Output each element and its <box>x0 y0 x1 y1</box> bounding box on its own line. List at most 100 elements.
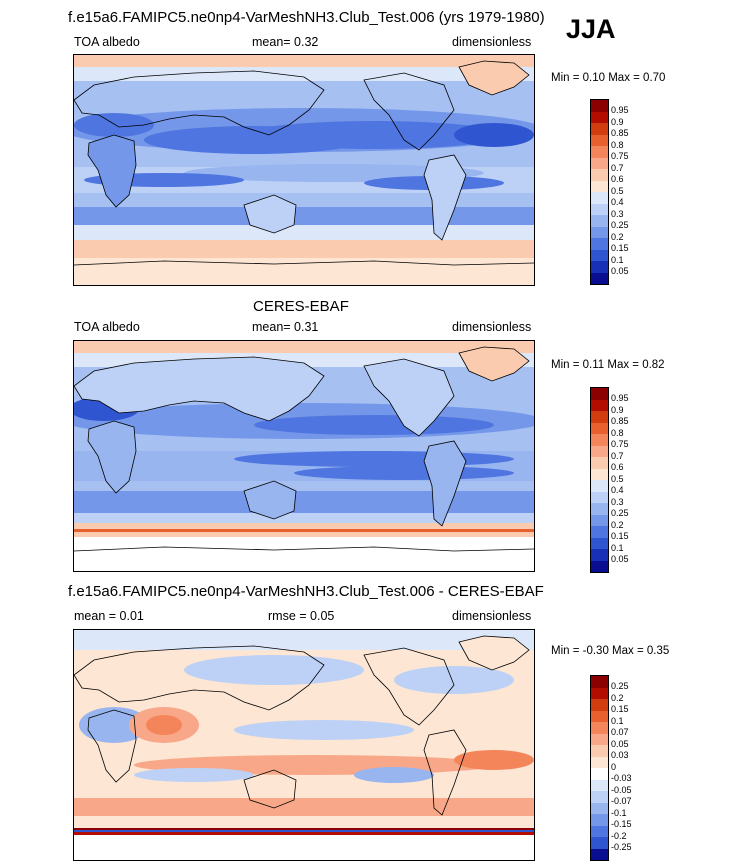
colorbar-swatch <box>591 503 608 515</box>
colorbar-swatch <box>591 768 608 780</box>
colorbar-swatch <box>591 480 608 492</box>
colorbar-swatch <box>591 733 608 745</box>
panel-left-label: TOA albedo <box>74 35 140 49</box>
colorbar-swatch <box>591 411 608 423</box>
colorbar-swatch <box>591 238 608 250</box>
colorbar-swatch <box>591 111 608 123</box>
colorbar-tick-label: 0.2 <box>611 231 624 242</box>
panel-minmax: Min = -0.30 Max = 0.35 <box>551 645 670 657</box>
colorbar-tick-label: 0.25 <box>611 508 629 518</box>
colorbar-swatch <box>591 710 608 722</box>
colorbar-swatch <box>591 445 608 457</box>
colorbar-tick-label: 0.8 <box>611 139 624 150</box>
colorbar-swatch <box>591 537 608 549</box>
colorbar-tick-label: 0.3 <box>611 208 624 219</box>
colorbar-swatch <box>591 802 608 814</box>
panel-units-label: dimensionless <box>452 609 532 623</box>
colorbar-tick-label: 0.8 <box>611 427 624 438</box>
colorbar <box>590 387 609 573</box>
colorbar-swatch <box>591 388 608 400</box>
colorbar-tick-label: 0.9 <box>611 404 624 415</box>
colorbar-tick-label: -0.07 <box>611 796 632 806</box>
colorbar-swatch <box>591 215 608 227</box>
panel-title: CERES-EBAF <box>253 298 349 315</box>
colorbar-swatch <box>591 169 608 181</box>
colorbar-tick-label: -0.1 <box>611 807 627 818</box>
colorbar-swatch <box>591 434 608 446</box>
colorbar <box>590 675 609 861</box>
colorbar-swatch <box>591 549 608 561</box>
colorbar-swatch <box>591 526 608 538</box>
colorbar-tick-label: -0.15 <box>611 819 632 829</box>
panel-units-label: dimensionless <box>452 35 532 49</box>
colorbar-tick-label: 0.03 <box>611 750 629 760</box>
colorbar-tick-label: 0.1 <box>611 715 624 726</box>
panel-center-label: rmse = 0.05 <box>268 609 335 623</box>
colorbar-swatch <box>591 745 608 757</box>
colorbar-tick-label: -0.25 <box>611 842 632 852</box>
panel-center-label: mean= 0.31 <box>252 320 319 334</box>
panel-left-label: mean = 0.01 <box>74 609 144 623</box>
colorbar-swatch <box>591 134 608 146</box>
panel-left-label: TOA albedo <box>74 320 140 334</box>
panel-minmax: Min = 0.10 Max = 0.70 <box>551 72 666 84</box>
colorbar-tick-label: 0.75 <box>611 151 629 161</box>
colorbar-swatch <box>591 261 608 273</box>
figure-title: f.e15a6.FAMIPC5.ne0np4-VarMeshNH3.Club_T… <box>68 9 545 26</box>
map-plot <box>74 630 534 860</box>
colorbar-tick-label: 0.6 <box>611 462 624 472</box>
colorbar-swatch <box>591 848 608 860</box>
colorbar-tick-label: 0.25 <box>611 681 629 691</box>
colorbar-swatch <box>591 226 608 238</box>
colorbar-tick-label: 0.5 <box>611 185 624 196</box>
colorbar-tick-label: 0.1 <box>611 254 624 265</box>
colorbar-swatch <box>591 687 608 699</box>
colorbar-swatch <box>591 779 608 791</box>
colorbar-tick-label: 0.4 <box>611 197 624 207</box>
colorbar-tick-label: 0.2 <box>611 692 624 703</box>
panel-minmax: Min = 0.11 Max = 0.82 <box>551 359 665 371</box>
colorbar-tick-label: 0 <box>611 761 617 772</box>
colorbar-swatch <box>591 157 608 169</box>
colorbar-tick-label: 0.85 <box>611 128 629 138</box>
colorbar-tick-label: 0.95 <box>611 393 629 403</box>
colorbar-swatch <box>591 192 608 204</box>
colorbar-swatch <box>591 249 608 261</box>
colorbar-tick-label: 0.75 <box>611 439 629 449</box>
map-plot <box>74 341 534 571</box>
colorbar-tick-label: 0.3 <box>611 496 624 507</box>
colorbar-swatch <box>591 457 608 469</box>
panel-units-label: dimensionless <box>452 320 532 334</box>
colorbar-swatch <box>591 791 608 803</box>
colorbar-tick-label: 0.9 <box>611 116 624 127</box>
colorbar-tick-label: 0.05 <box>611 738 629 749</box>
colorbar-swatch <box>591 722 608 734</box>
colorbar-swatch <box>591 146 608 158</box>
map-difference <box>73 629 535 861</box>
colorbar-tick-label: 0.07 <box>611 727 629 737</box>
colorbar-swatch <box>591 203 608 215</box>
colorbar-tick-label: 0.05 <box>611 266 629 276</box>
colorbar-swatch <box>591 825 608 837</box>
map-obs-albedo <box>73 340 535 572</box>
colorbar-tick-label: 0.7 <box>611 162 624 173</box>
colorbar-swatch <box>591 676 608 688</box>
colorbar-tick-label: -0.05 <box>611 784 632 795</box>
panel-title: f.e15a6.FAMIPC5.ne0np4-VarMeshNH3.Club_T… <box>68 583 544 600</box>
panel-center-label: mean= 0.32 <box>252 35 319 49</box>
colorbar-tick-label: 0.4 <box>611 485 624 495</box>
colorbar-tick-label: 0.2 <box>611 519 624 530</box>
colorbar-swatch <box>591 514 608 526</box>
map-model-albedo <box>73 54 535 286</box>
colorbar-tick-label: 0.15 <box>611 243 629 253</box>
colorbar-tick-label: -0.2 <box>611 830 627 841</box>
colorbar-tick-label: 0.1 <box>611 542 624 553</box>
colorbar-tick-label: -0.03 <box>611 773 632 783</box>
colorbar-swatch <box>591 272 608 284</box>
colorbar-swatch <box>591 699 608 711</box>
colorbar-tick-label: 0.15 <box>611 531 629 541</box>
colorbar-tick-label: 0.95 <box>611 105 629 115</box>
colorbar-swatch <box>591 814 608 826</box>
colorbar-swatch <box>591 123 608 135</box>
colorbar-tick-label: 0.6 <box>611 174 624 184</box>
